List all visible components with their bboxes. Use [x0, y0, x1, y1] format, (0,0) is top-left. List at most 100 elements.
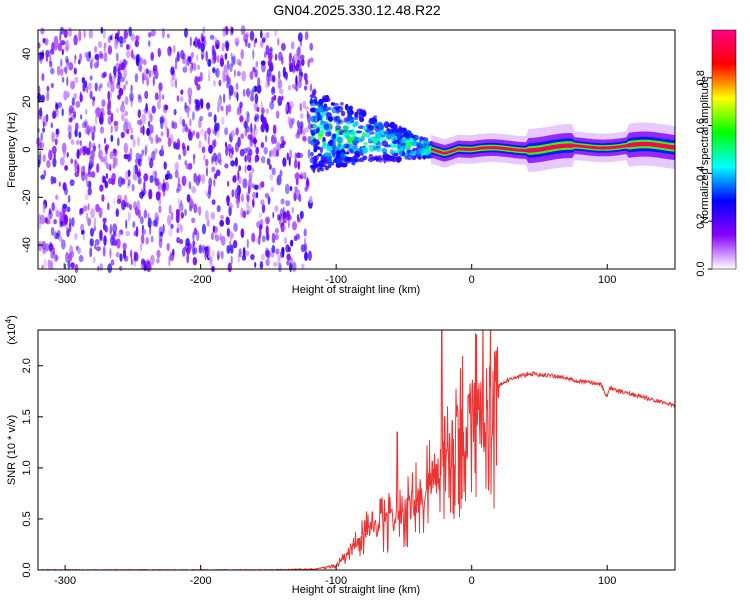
- heatmap-cell: [85, 147, 91, 156]
- heatmap-cell: [85, 212, 89, 222]
- heatmap-cell: [166, 242, 170, 252]
- heatmap-cell: [259, 261, 264, 270]
- heatmap-cell: [74, 171, 80, 178]
- heatmap-cell: [114, 38, 118, 50]
- heatmap-cell: [59, 157, 65, 166]
- heatmap-cell: [137, 177, 142, 185]
- heatmap-cell: [139, 57, 144, 65]
- heatmap-cell: [123, 142, 129, 154]
- heatmap-cell: [104, 41, 107, 49]
- heatmap-cell: [255, 191, 259, 199]
- heatmap-cell: [171, 211, 174, 221]
- heatmap-cell: [295, 189, 301, 200]
- heatmap-cell: [307, 250, 312, 261]
- heatmap-cell: [94, 239, 100, 246]
- heatmap-cell: [212, 55, 218, 62]
- heatmap-cell: [126, 44, 130, 50]
- heatmap-cell: [399, 145, 406, 152]
- heatmap-cell: [286, 152, 289, 161]
- heatmap-cell: [281, 224, 287, 232]
- heatmap-cell: [87, 187, 92, 196]
- heatmap-cell: [253, 184, 259, 191]
- heatmap-cell: [45, 53, 49, 63]
- heatmap-cell: [182, 57, 186, 65]
- heatmap-cell: [238, 248, 242, 258]
- heatmap-cell: [124, 110, 128, 117]
- heatmap-cell: [54, 101, 58, 109]
- heatmap-cell: [70, 139, 75, 145]
- heatmap-cell: [98, 85, 101, 92]
- heatmap-cell: [65, 64, 69, 73]
- heatmap-cell: [228, 85, 234, 96]
- heatmap-cell: [106, 81, 111, 88]
- heatmap-cell: [274, 233, 279, 241]
- heatmap-cell: [173, 108, 177, 116]
- heatmap-cell: [55, 255, 59, 261]
- heatmap-cell: [191, 217, 196, 223]
- heatmap-cell: [154, 212, 159, 220]
- heatmap-cell: [154, 69, 159, 80]
- heatmap-cell: [288, 105, 292, 115]
- heatmap-cell: [69, 179, 75, 187]
- heatmap-cell: [73, 67, 77, 75]
- heatmap-cell: [138, 158, 142, 167]
- heatmap-cell: [92, 96, 96, 102]
- heatmap-cell: [158, 94, 162, 103]
- heatmap-cell: [141, 191, 145, 197]
- heatmap-cell: [99, 229, 103, 240]
- y-tick-label: 1.0: [21, 460, 33, 475]
- heatmap-cell: [197, 76, 201, 82]
- heatmap-cell: [98, 107, 101, 118]
- heatmap-cell: [211, 44, 215, 56]
- heatmap-cell: [243, 120, 248, 129]
- heatmap-cell: [199, 98, 204, 107]
- heatmap-cell: [405, 146, 411, 151]
- heatmap-cell: [157, 47, 161, 58]
- heatmap-cell: [309, 83, 313, 92]
- heatmap-cell: [349, 150, 355, 154]
- heatmap-cell: [233, 222, 238, 232]
- heatmap-cell: [261, 235, 266, 243]
- heatmap-cell: [117, 29, 120, 37]
- heatmap-cell: [286, 260, 290, 266]
- heatmap-cell: [55, 210, 60, 218]
- heatmap-cell: [38, 42, 41, 49]
- heatmap-cell: [279, 169, 283, 177]
- heatmap-cell: [312, 138, 317, 143]
- heatmap-cell: [175, 56, 178, 66]
- heatmap-cell: [118, 36, 124, 44]
- heatmap-cell: [117, 67, 121, 75]
- heatmap-cell: [256, 84, 262, 94]
- heatmap-cell: [39, 214, 45, 225]
- heatmap-cell: [286, 253, 291, 261]
- heatmap-cell: [402, 136, 407, 143]
- heatmap-cell: [104, 225, 108, 233]
- heatmap-cell: [126, 121, 132, 131]
- heatmap-cell: [278, 88, 284, 95]
- heatmap-cell: [267, 196, 271, 205]
- heatmap-cell: [177, 197, 180, 207]
- heatmap-cell: [343, 130, 350, 135]
- heatmap-cell: [348, 105, 353, 111]
- heatmap-cell: [381, 147, 386, 153]
- heatmap-cell: [84, 193, 89, 201]
- heatmap-cell: [125, 219, 128, 229]
- heatmap-cell: [260, 142, 265, 149]
- snr-y-multiplier: (x104): [4, 315, 18, 345]
- heatmap-cell: [322, 106, 330, 112]
- heatmap-cell: [164, 181, 170, 191]
- heatmap-cell: [295, 75, 298, 86]
- heatmap-cell: [78, 131, 82, 139]
- heatmap-cell: [315, 101, 321, 106]
- heatmap-cell: [287, 219, 290, 229]
- heatmap-cell: [397, 143, 401, 150]
- heatmap-cell: [101, 72, 106, 79]
- heatmap-cell: [126, 202, 130, 208]
- heatmap-cell: [422, 155, 427, 160]
- heatmap-cell: [185, 58, 188, 68]
- heatmap-cell: [404, 156, 409, 160]
- heatmap-cell: [124, 96, 129, 106]
- heatmap-cell: [227, 262, 232, 273]
- heatmap-cell: [40, 174, 46, 180]
- heatmap-cell: [127, 169, 131, 177]
